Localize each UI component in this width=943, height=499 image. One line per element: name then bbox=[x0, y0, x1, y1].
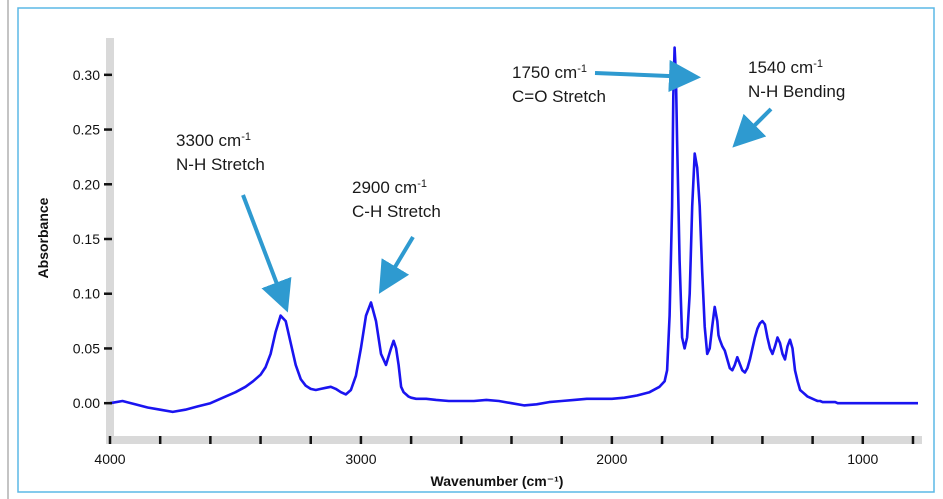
peak-label-wavenumber: 1750 cm-1 bbox=[512, 63, 587, 82]
peak-arrow bbox=[732, 107, 773, 148]
y-tick-label: 0.20 bbox=[73, 176, 100, 192]
spectrum-line bbox=[109, 46, 918, 414]
peak-arrow bbox=[378, 235, 415, 294]
y-tick-label: 0.10 bbox=[73, 286, 100, 302]
peak-label-assignment: C=O Stretch bbox=[512, 87, 606, 106]
peak-label-wavenumber: 2900 cm-1 bbox=[352, 178, 427, 197]
y-tick-label: 0.05 bbox=[73, 340, 100, 356]
y-tick-label: 0.00 bbox=[73, 395, 100, 411]
peak-label-assignment: N-H Stretch bbox=[176, 155, 265, 174]
peak-label-wavenumber: 1540 cm-1 bbox=[748, 58, 823, 77]
x-tick-label: 2000 bbox=[596, 451, 627, 467]
x-axis-band bbox=[106, 436, 922, 444]
y-axis-title: Absorbance bbox=[35, 197, 51, 278]
peak-label-wavenumber: 3300 cm-1 bbox=[176, 131, 251, 150]
chart-frame bbox=[17, 7, 935, 493]
peak-arrow bbox=[594, 60, 701, 93]
x-tick-label: 1000 bbox=[847, 451, 878, 467]
peak-label-assignment: C-H Stretch bbox=[352, 202, 441, 221]
y-tick-label: 0.25 bbox=[73, 122, 100, 138]
y-axis-band bbox=[106, 38, 114, 444]
x-axis-title: Wavenumber (cm⁻¹) bbox=[431, 473, 564, 489]
peak-arrow bbox=[241, 194, 292, 313]
y-tick-label: 0.30 bbox=[73, 67, 100, 83]
x-tick-label: 4000 bbox=[94, 451, 125, 467]
y-tick-label: 0.15 bbox=[73, 231, 100, 247]
peak-label-assignment: N-H Bending bbox=[748, 82, 845, 101]
x-tick-label: 3000 bbox=[345, 451, 376, 467]
